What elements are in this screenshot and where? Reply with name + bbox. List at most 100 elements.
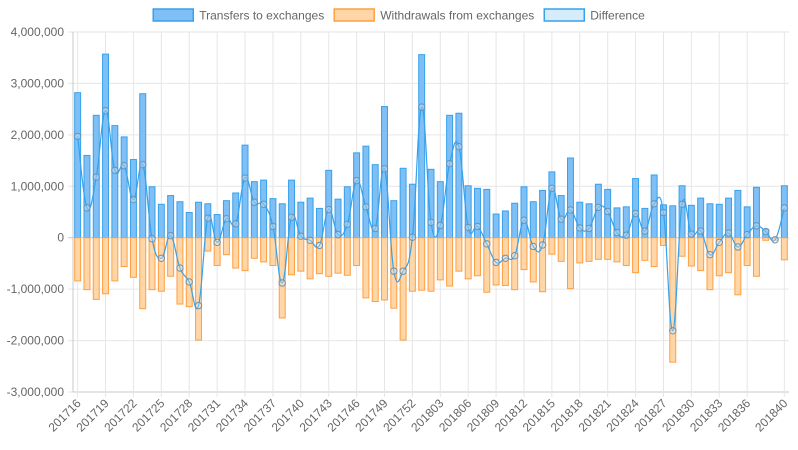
bar-transfers	[148, 186, 156, 239]
bar-transfers	[511, 202, 519, 239]
difference-point	[101, 106, 110, 115]
bar-withdrawals	[334, 237, 342, 274]
difference-point	[520, 216, 528, 224]
bar-withdrawals	[715, 237, 723, 277]
difference-point	[408, 233, 417, 241]
bar-withdrawals	[576, 237, 584, 264]
bar-transfers	[585, 203, 593, 239]
difference-point	[752, 222, 761, 230]
bar-withdrawals	[222, 237, 230, 256]
bar-transfers	[436, 181, 444, 239]
bar-transfers	[102, 53, 110, 239]
bar-withdrawals	[446, 237, 454, 287]
difference-point	[315, 241, 324, 250]
difference-point	[399, 267, 407, 275]
difference-point	[362, 203, 370, 211]
bar-withdrawals	[232, 237, 240, 269]
difference-point	[594, 203, 603, 212]
difference-point	[734, 243, 742, 251]
difference-point	[148, 235, 156, 243]
bar-withdrawals	[780, 237, 788, 261]
y-tick-label: 3,000,000	[11, 76, 65, 90]
bar-withdrawals	[185, 237, 193, 308]
bar-transfers	[669, 205, 677, 239]
y-tick-label: -2,000,000	[7, 334, 65, 348]
difference-point	[622, 231, 630, 239]
difference-point	[743, 230, 751, 239]
legend-item[interactable]: Difference	[543, 8, 645, 23]
difference-point	[287, 213, 296, 221]
difference-point	[259, 200, 268, 208]
difference-point	[213, 238, 221, 247]
bar-withdrawals	[83, 237, 91, 291]
series-difference[interactable]	[73, 103, 789, 335]
difference-point	[297, 232, 305, 240]
bar-transfers	[213, 214, 221, 239]
difference-point	[455, 142, 463, 151]
difference-point	[557, 215, 565, 223]
difference-point	[529, 242, 537, 251]
bar-withdrawals	[157, 237, 165, 292]
difference-point	[73, 132, 82, 141]
bar-transfers	[250, 181, 258, 239]
bar-withdrawals	[585, 237, 593, 262]
bar-transfers	[455, 112, 463, 239]
bar-withdrawals	[315, 237, 323, 275]
series-transfers-to-exchanges[interactable]	[74, 53, 788, 239]
bar-withdrawals	[353, 237, 361, 266]
bar-withdrawals	[762, 237, 770, 241]
legend-swatch	[543, 8, 586, 22]
bar-withdrawals	[288, 237, 295, 276]
difference-point	[194, 301, 203, 310]
bar-withdrawals	[678, 237, 686, 257]
bar-withdrawals	[520, 237, 528, 271]
bar-withdrawals	[250, 237, 258, 259]
bar-transfers	[176, 201, 184, 239]
bar-withdrawals	[743, 237, 751, 266]
series-withdrawals-from-exchanges[interactable]	[74, 237, 788, 363]
bar-withdrawals	[436, 237, 444, 281]
difference-point	[762, 227, 770, 236]
bar-transfers	[715, 203, 723, 239]
difference-point	[436, 221, 444, 230]
bar-withdrawals	[706, 237, 714, 291]
bar-withdrawals	[529, 237, 537, 283]
difference-point	[538, 241, 547, 249]
bar-transfers	[390, 200, 398, 239]
bar-withdrawals	[408, 237, 416, 292]
difference-point	[780, 204, 789, 212]
bar-withdrawals	[418, 237, 426, 291]
difference-point	[166, 231, 175, 240]
difference-point	[696, 227, 705, 235]
bar-transfers	[520, 186, 528, 239]
bar-transfers	[548, 171, 556, 239]
difference-point	[576, 224, 584, 232]
difference-point	[120, 162, 128, 170]
difference-point	[501, 254, 510, 262]
difference-point	[185, 278, 193, 286]
bar-transfers	[734, 189, 742, 239]
difference-point	[111, 166, 119, 175]
legend-label: Transfers to exchanges	[199, 9, 324, 23]
difference-point	[427, 218, 435, 226]
difference-point	[380, 165, 389, 173]
difference-point	[669, 327, 677, 335]
difference-point	[706, 250, 714, 259]
bar-withdrawals	[455, 237, 463, 272]
difference-point	[585, 224, 593, 233]
difference-point	[334, 230, 342, 239]
difference-point	[278, 279, 286, 287]
legend-item[interactable]: Withdrawals from exchanges	[333, 8, 534, 23]
legend[interactable]: Transfers to exchanges Withdrawals from e…	[152, 8, 645, 23]
bar-transfers	[501, 210, 509, 239]
bar-transfers	[706, 203, 714, 239]
difference-point	[687, 230, 696, 238]
bar-transfers	[632, 178, 640, 239]
legend-item[interactable]: Transfers to exchanges	[152, 8, 324, 23]
bar-withdrawals	[362, 237, 370, 299]
bar-withdrawals	[213, 237, 221, 266]
bar-withdrawals	[260, 237, 268, 263]
difference-point	[659, 208, 668, 217]
bar-transfers	[120, 136, 128, 239]
bar-withdrawals	[641, 237, 649, 261]
